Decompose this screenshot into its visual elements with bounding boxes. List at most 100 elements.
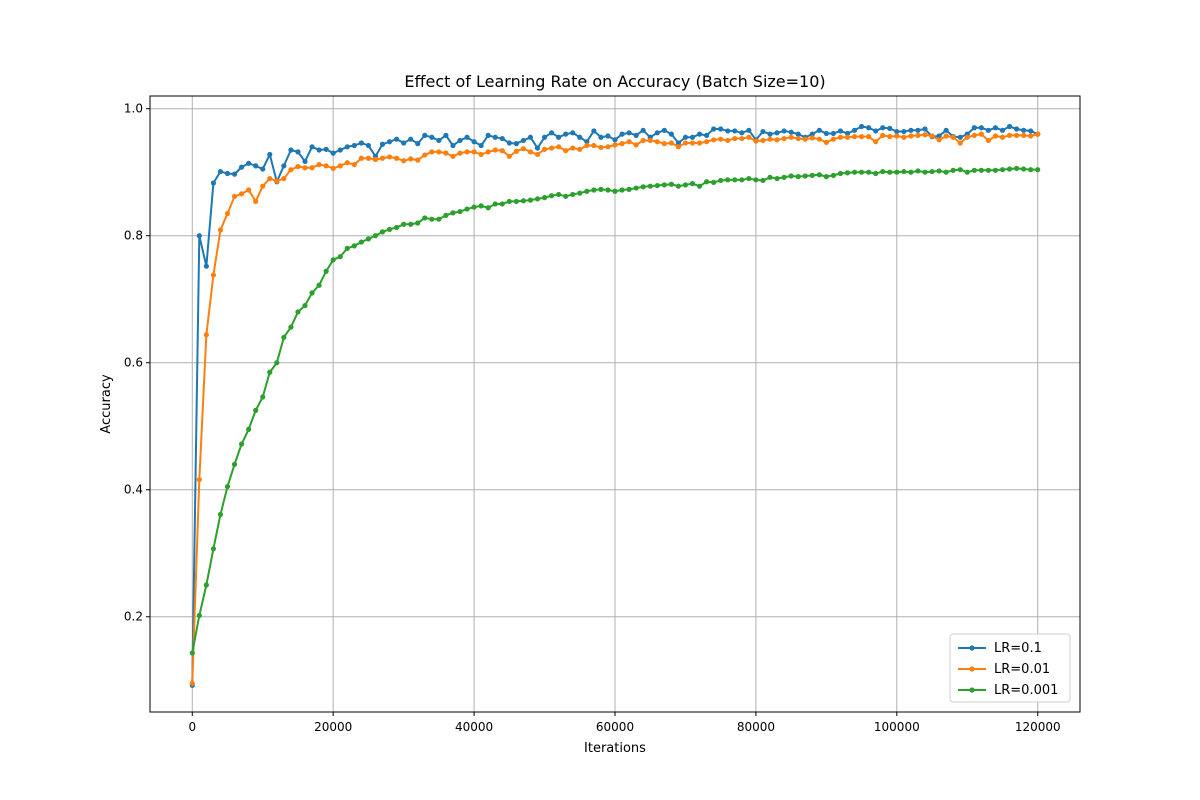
y-tick-label: 1.0 (124, 102, 143, 116)
data-point (703, 179, 710, 185)
data-point (774, 175, 780, 182)
data-point (584, 142, 590, 149)
data-point (781, 128, 787, 134)
data-point (429, 149, 435, 155)
data-point (224, 483, 231, 490)
data-point (330, 257, 336, 263)
data-point (802, 173, 808, 179)
data-point (591, 128, 597, 134)
data-point (887, 134, 893, 140)
data-point (647, 183, 653, 189)
data-point (499, 148, 505, 154)
data-point (746, 134, 752, 140)
data-point (781, 135, 787, 142)
data-point (985, 137, 992, 144)
data-point (260, 183, 266, 189)
data-point (591, 187, 597, 193)
data-point (718, 126, 724, 132)
data-point (943, 133, 949, 139)
data-point (422, 215, 428, 221)
data-point (788, 173, 794, 179)
data-point (330, 165, 336, 171)
data-point (732, 177, 738, 183)
data-point (985, 167, 992, 173)
data-point (992, 125, 999, 131)
data-point (570, 130, 576, 136)
data-point (274, 178, 280, 184)
data-point (344, 245, 350, 252)
data-point (478, 151, 484, 158)
data-point (711, 126, 717, 132)
data-point (950, 134, 956, 140)
data-point (464, 134, 470, 140)
data-point (725, 128, 731, 134)
data-point (577, 190, 583, 196)
data-point (457, 137, 463, 144)
data-point (640, 184, 646, 190)
data-point (598, 144, 604, 151)
data-point (556, 144, 562, 150)
data-point (450, 210, 456, 216)
data-point (1028, 167, 1034, 173)
data-point (401, 140, 407, 146)
data-point (1035, 167, 1041, 173)
data-point (718, 177, 724, 184)
data-point (1028, 133, 1034, 139)
data-point (802, 136, 808, 142)
data-point (816, 136, 822, 142)
data-point (379, 155, 386, 161)
data-point (203, 263, 209, 269)
x-tick-label: 60000 (596, 720, 634, 734)
data-point (978, 167, 984, 173)
data-point (541, 134, 548, 140)
data-point (633, 142, 639, 148)
data-point (527, 134, 534, 140)
x-tick-label: 20000 (314, 720, 352, 734)
data-point (936, 133, 942, 139)
data-point (548, 145, 555, 151)
data-point (295, 163, 301, 170)
data-point (464, 149, 470, 155)
data-point (224, 170, 231, 177)
data-point (788, 134, 794, 140)
data-point (203, 332, 209, 338)
data-point (732, 128, 738, 134)
data-point (450, 142, 456, 149)
data-point (457, 150, 463, 156)
data-point (231, 193, 238, 199)
x-axis-label: Iterations (584, 741, 646, 756)
plot-series (189, 123, 1041, 688)
data-point (393, 224, 400, 231)
data-point (753, 138, 759, 144)
data-point (584, 139, 590, 145)
data-point (837, 170, 844, 177)
data-point (612, 137, 618, 143)
data-point (605, 144, 611, 150)
chart-title: Effect of Learning Rate on Accuracy (Bat… (404, 72, 825, 91)
data-point (288, 324, 294, 330)
data-point (612, 188, 618, 194)
data-point (915, 127, 921, 133)
data-point (689, 134, 696, 140)
data-point (577, 146, 583, 152)
data-point (365, 236, 372, 242)
data-point (703, 139, 710, 145)
data-point (957, 134, 963, 140)
series-2 (189, 131, 1041, 687)
data-point (844, 130, 851, 137)
data-point (739, 177, 745, 183)
y-tick-label: 0.6 (124, 356, 143, 370)
data-point (1021, 127, 1027, 133)
data-point (422, 132, 428, 138)
data-point (732, 135, 738, 142)
data-point (788, 129, 794, 135)
data-point (887, 125, 893, 131)
data-point (908, 133, 914, 139)
data-point (985, 127, 992, 133)
legend-swatch-marker (969, 645, 975, 651)
data-point (964, 134, 970, 140)
data-point (344, 144, 350, 150)
data-point (675, 144, 682, 150)
data-point (372, 233, 379, 239)
data-point (492, 134, 498, 140)
